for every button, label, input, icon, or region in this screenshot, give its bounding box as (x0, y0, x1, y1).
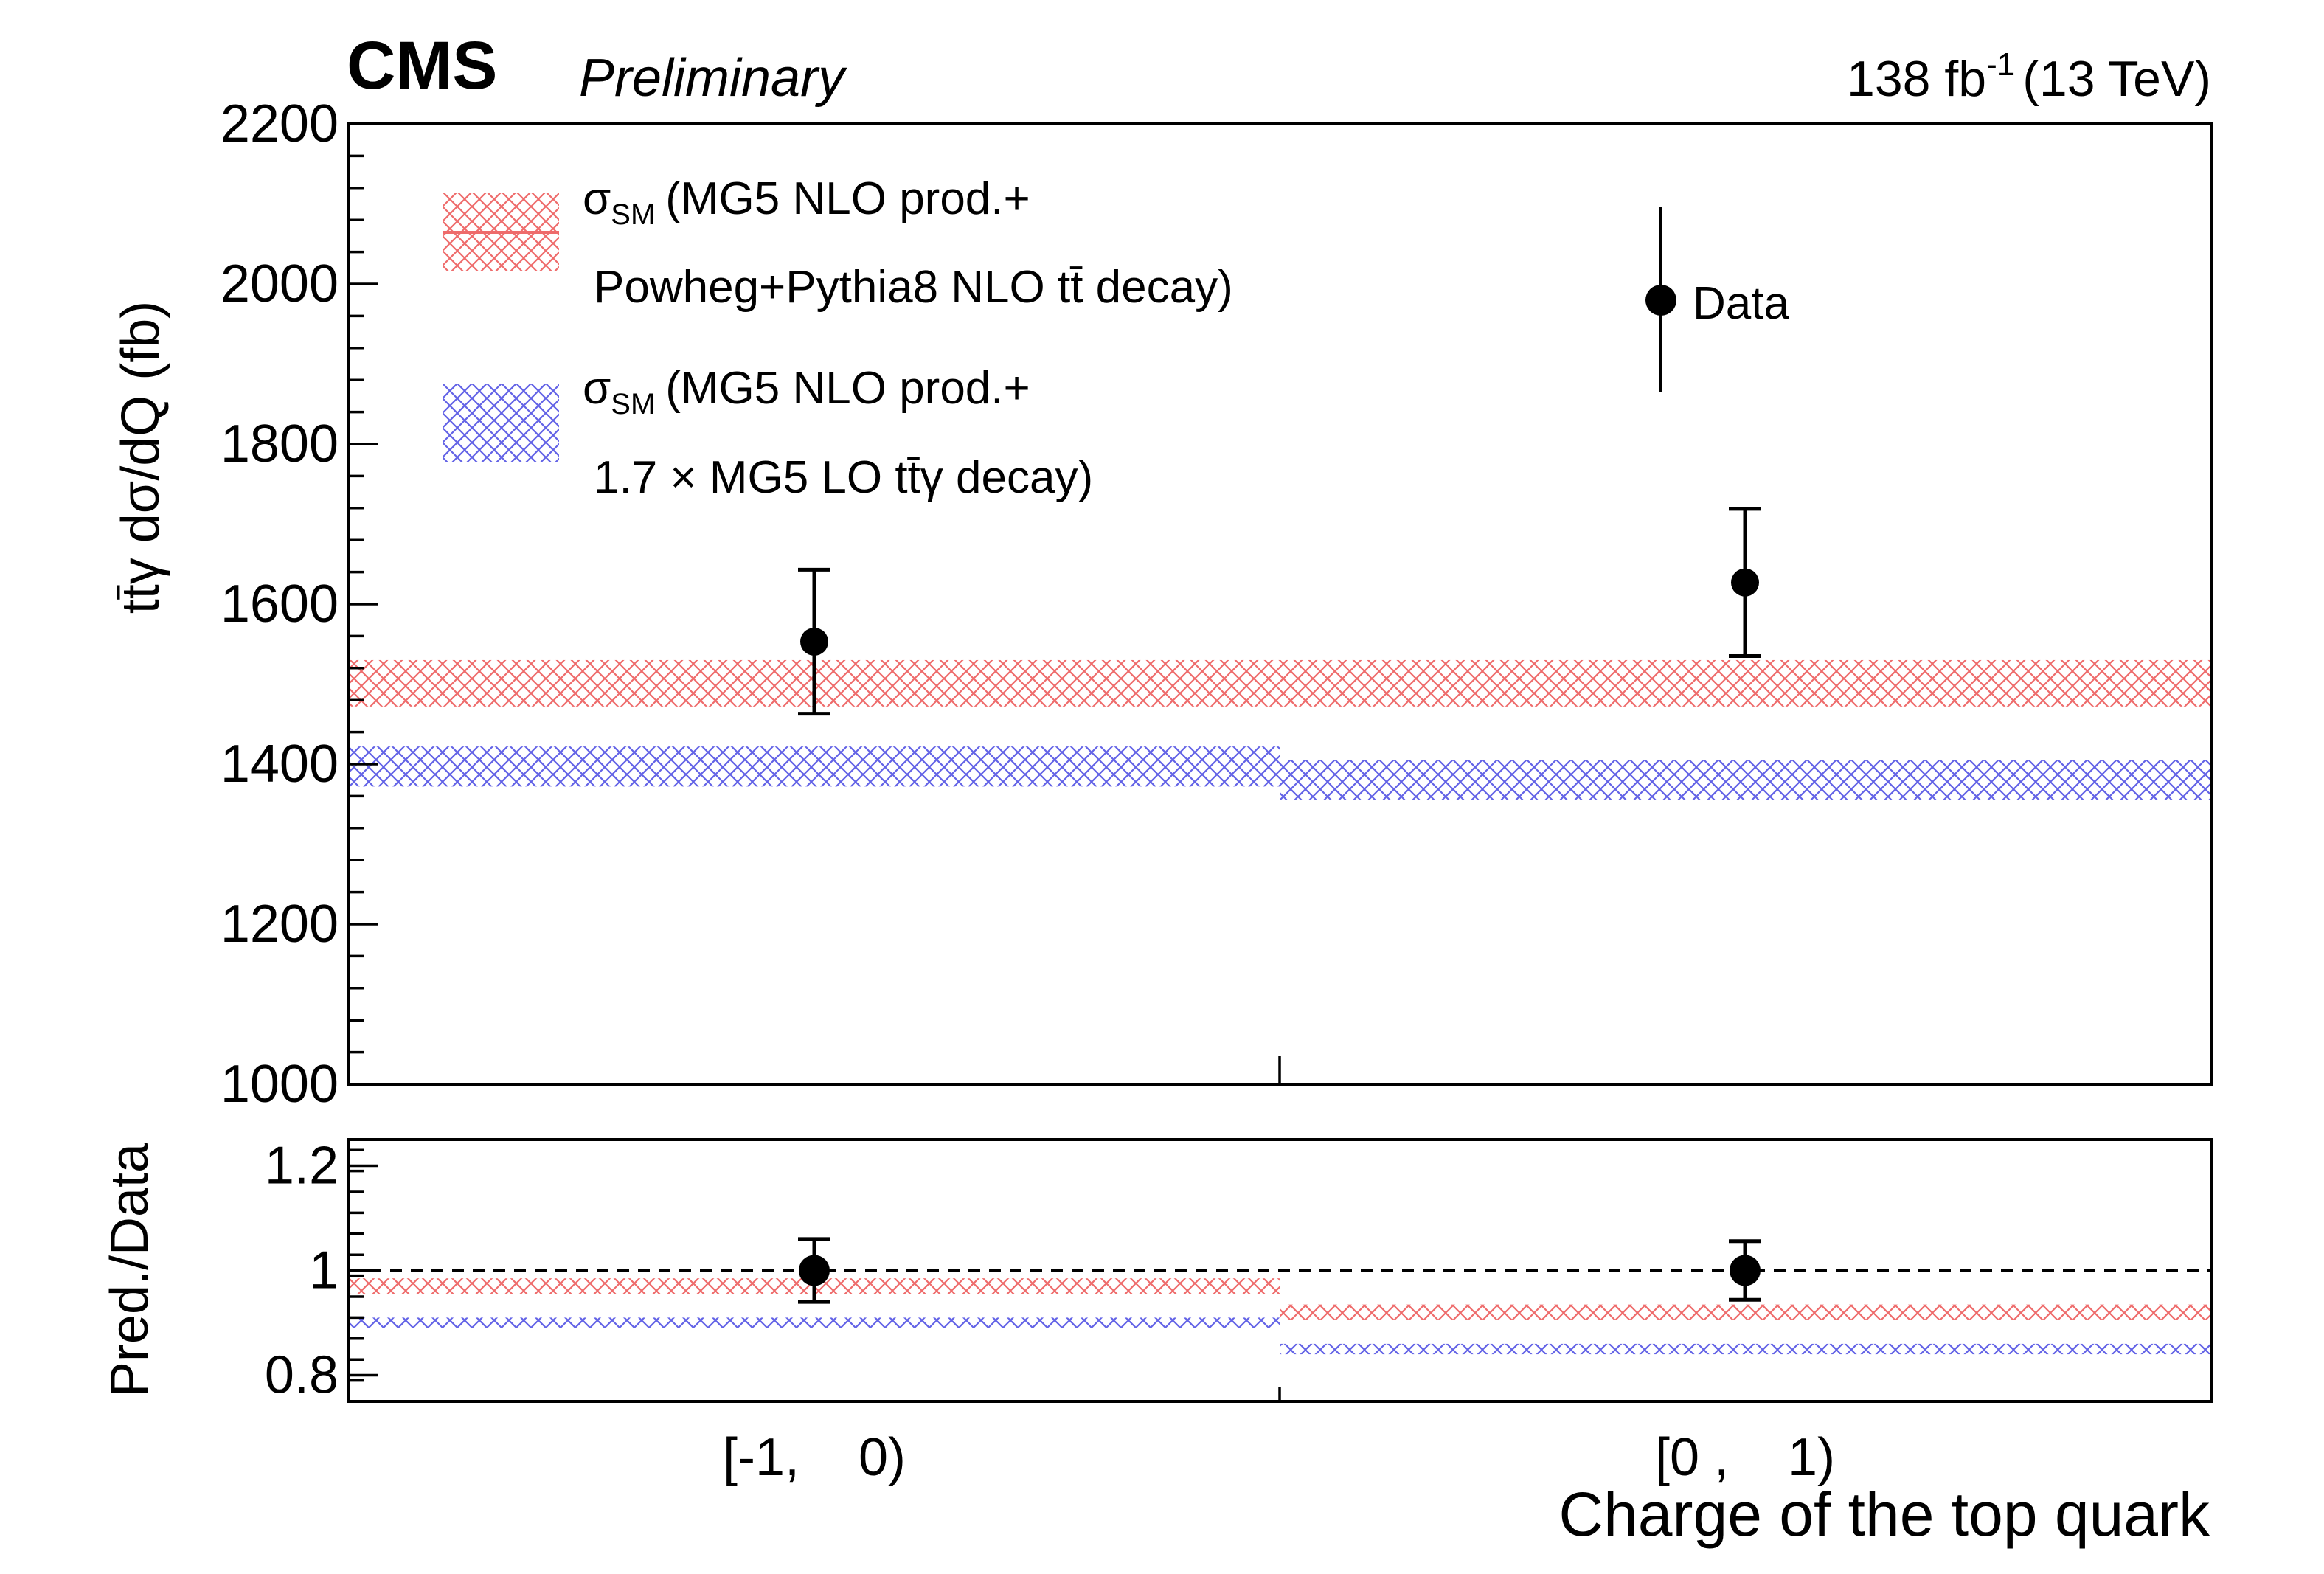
main-y-tick-label: 2000 (221, 254, 339, 313)
main-data-point (800, 627, 828, 656)
x-axis-title: Charge of the top quark (1558, 1480, 2210, 1549)
lumi-exponent: -1 (1986, 46, 2015, 83)
legend-red-text: (MG5 NLO prod.+ (665, 173, 1030, 224)
ratio-band-series1-bin2 (1280, 1304, 2211, 1320)
main-y-axis-title: tt̄γ dσ/dQ (fb) (111, 301, 170, 614)
legend-blue-line1: σSM (MG5 NLO prod.+ (583, 363, 1030, 420)
experiment-label: CMS (347, 28, 497, 103)
main-y-tick-label: 1400 (221, 735, 339, 794)
ratio-data-point (1730, 1255, 1761, 1286)
legend-blue-sub: SM (611, 388, 655, 420)
ratio-y-axis-title: Pred./Data (100, 1143, 159, 1397)
legend-red-line2: Powheg+Pythia8 NLO tt̄ decay) (594, 262, 1233, 313)
main-y-tick-label: 2200 (221, 94, 339, 153)
main-y-tick-label: 1600 (221, 575, 339, 634)
main-y-tick-label: 1800 (221, 415, 339, 474)
x-category-label-1: [-1, 0) (723, 1428, 906, 1487)
main-bands (349, 659, 2211, 800)
ratio-band-series2-bin1 (349, 1317, 1280, 1328)
main-data-points (798, 507, 1761, 716)
lumi-value: 138 fb (1847, 51, 1986, 107)
legend-red-line1: σSM (MG5 NLO prod.+ (583, 173, 1030, 231)
ratio-y-tick-label: 1.2 (265, 1137, 339, 1196)
ratio-data-points (798, 1237, 1761, 1304)
legend-blue-swatch (443, 384, 559, 462)
legend-blue-sigma: σ (583, 363, 611, 414)
main-plot-frame (347, 122, 2213, 1086)
main-band-series2-bin1 (349, 746, 1280, 787)
ratio-plot-frame (347, 1138, 2213, 1403)
main-y-tick-label: 1200 (221, 895, 339, 954)
legend-blue-line2: 1.7 × MG5 LO tt̄γ decay) (594, 452, 1093, 503)
main-data-point (1731, 568, 1759, 597)
status-label: Preliminary (579, 49, 847, 108)
ratio-y-axis: 0.8 1 1.2 (265, 1137, 378, 1405)
ratio-panel: 0.8 1 1.2 Pred./Data [-1, 0) [0 , 1) Charg… (100, 1137, 2213, 1549)
lumi-label: 138 fb-1 (13 TeV) (1847, 46, 2211, 107)
main-panel: 1000 1200 1400 1600 1800 2000 2200 tt̄γ dσ/dQ … (111, 94, 2213, 1114)
legend-data-marker (1645, 285, 1676, 316)
energy-value: (13 TeV) (2022, 51, 2211, 107)
ratio-bands (349, 1278, 2211, 1355)
legend-blue-text: (MG5 NLO prod.+ (665, 363, 1030, 414)
legend-red-sigma: σ (583, 173, 611, 224)
main-y-axis: 1000 1200 1400 1600 1800 2000 2200 (221, 94, 378, 1114)
ratio-y-tick-label: 1 (309, 1241, 339, 1300)
legend: σSM (MG5 NLO prod.+ Powheg+Pythia8 NLO tt… (443, 173, 1789, 503)
legend-data-label: Data (1693, 278, 1789, 329)
x-category-label-2: [0 , 1) (1655, 1428, 1835, 1487)
main-band-series1-bin2 (1280, 659, 2211, 707)
ratio-y-tick-label: 0.8 (265, 1346, 339, 1405)
main-y-tick-label: 1000 (221, 1055, 339, 1114)
ratio-band-series2-bin2 (1280, 1343, 2211, 1355)
legend-red-sub: SM (611, 198, 655, 231)
main-band-series2-bin2 (1280, 760, 2211, 800)
ratio-data-point (799, 1255, 830, 1286)
